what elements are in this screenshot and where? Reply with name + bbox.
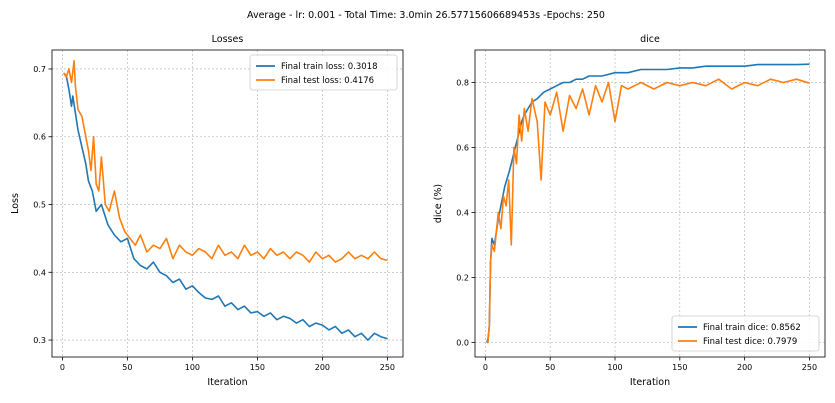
grid	[475, 50, 825, 357]
x-tick-label: 200	[737, 363, 752, 372]
y-tick-label: 0.2	[456, 273, 469, 282]
losses-panel: 0 50 100 150 200 250 0.3 0.4 0.5 0.6 0.7 Losses Iter…	[10, 34, 404, 388]
legend: Final train dice: 0.8562 Final test dice:…	[671, 315, 820, 352]
plot-title: Losses	[212, 34, 244, 45]
plot-frame	[474, 49, 826, 358]
x-tick-label: 150	[250, 363, 265, 372]
y-axis-label: dice (%)	[433, 184, 444, 223]
y-tick-label: 0.5	[33, 201, 46, 210]
x-tick-label: 150	[672, 363, 687, 372]
x-tick-label: 50	[122, 363, 132, 372]
figure-suptitle: Average - lr: 0.001 - Total Time: 3.0min…	[247, 10, 605, 21]
x-tick-label: 0	[60, 363, 65, 372]
x-axis-label: Iteration	[630, 377, 670, 388]
series-line-train	[485, 63, 810, 343]
series-line-test	[63, 60, 388, 263]
y-tick-label: 0.6	[33, 133, 46, 142]
x-tick-label: 250	[380, 363, 395, 372]
legend-box	[671, 315, 820, 352]
y-tick-label: 0.4	[33, 268, 46, 277]
y-axis-label: Loss	[10, 193, 21, 214]
x-tick-label: 0	[483, 363, 488, 372]
legend-box	[249, 54, 398, 91]
y-tick-label: 0.7	[33, 65, 46, 74]
plot-title: dice	[640, 34, 660, 45]
plot-frame	[51, 49, 404, 358]
series-line-test	[486, 78, 810, 344]
y-tick-label: 0.6	[456, 143, 469, 152]
legend: Final train loss: 0.3018 Final test loss:…	[249, 54, 398, 91]
x-tick-label: 250	[802, 363, 817, 372]
x-tick-label: 200	[315, 363, 330, 372]
dice-panel: 0 50 100 150 200 250 0.0 0.2 0.4 0.6 0.8 dice Iterat…	[433, 34, 826, 388]
y-tick-label: 0.0	[456, 338, 469, 347]
y-tick-label: 0.8	[456, 78, 469, 87]
x-tick-label: 100	[185, 363, 200, 372]
legend-label-test: Final test dice: 0.7979	[703, 337, 797, 347]
x-axis-label: Iteration	[207, 377, 247, 388]
y-tick-label: 0.4	[456, 208, 469, 217]
x-tick-label: 100	[607, 363, 622, 372]
y-tick-label: 0.3	[33, 336, 46, 345]
legend-label-train: Final train dice: 0.8562	[703, 323, 801, 333]
x-tick-label: 50	[545, 363, 555, 372]
series-line-train	[63, 72, 388, 341]
legend-label-train: Final train loss: 0.3018	[281, 62, 378, 72]
legend-label-test: Final test loss: 0.4176	[281, 76, 374, 86]
